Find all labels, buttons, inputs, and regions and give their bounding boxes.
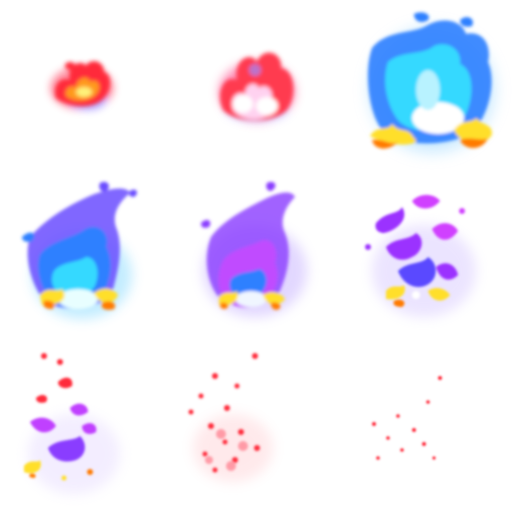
flame-sprite-icon (219, 52, 295, 122)
frame-1-small-flame (0, 0, 170, 170)
frame-2-bloom-flame (171, 0, 341, 170)
frame-7-fade (0, 342, 170, 512)
frame-6-violet-scatter (342, 171, 512, 341)
flame-sprite-icon (50, 61, 114, 110)
frame-4-blue-sustain (0, 171, 170, 341)
frame-3-blue-burst (342, 0, 512, 170)
frame-8-embers (171, 342, 341, 512)
frame-5-violet-shift (171, 171, 341, 341)
flame-sprite-icon (188, 353, 273, 482)
frame-9-last-embers (342, 342, 512, 512)
flame-sprite-icon (201, 181, 307, 317)
flame-sprite-icon (24, 353, 120, 494)
flame-sprite-icon (365, 194, 476, 317)
flame-sprite-icon (22, 181, 137, 319)
flame-sprite-icon (367, 12, 494, 152)
flame-sprite-icon (372, 376, 442, 460)
